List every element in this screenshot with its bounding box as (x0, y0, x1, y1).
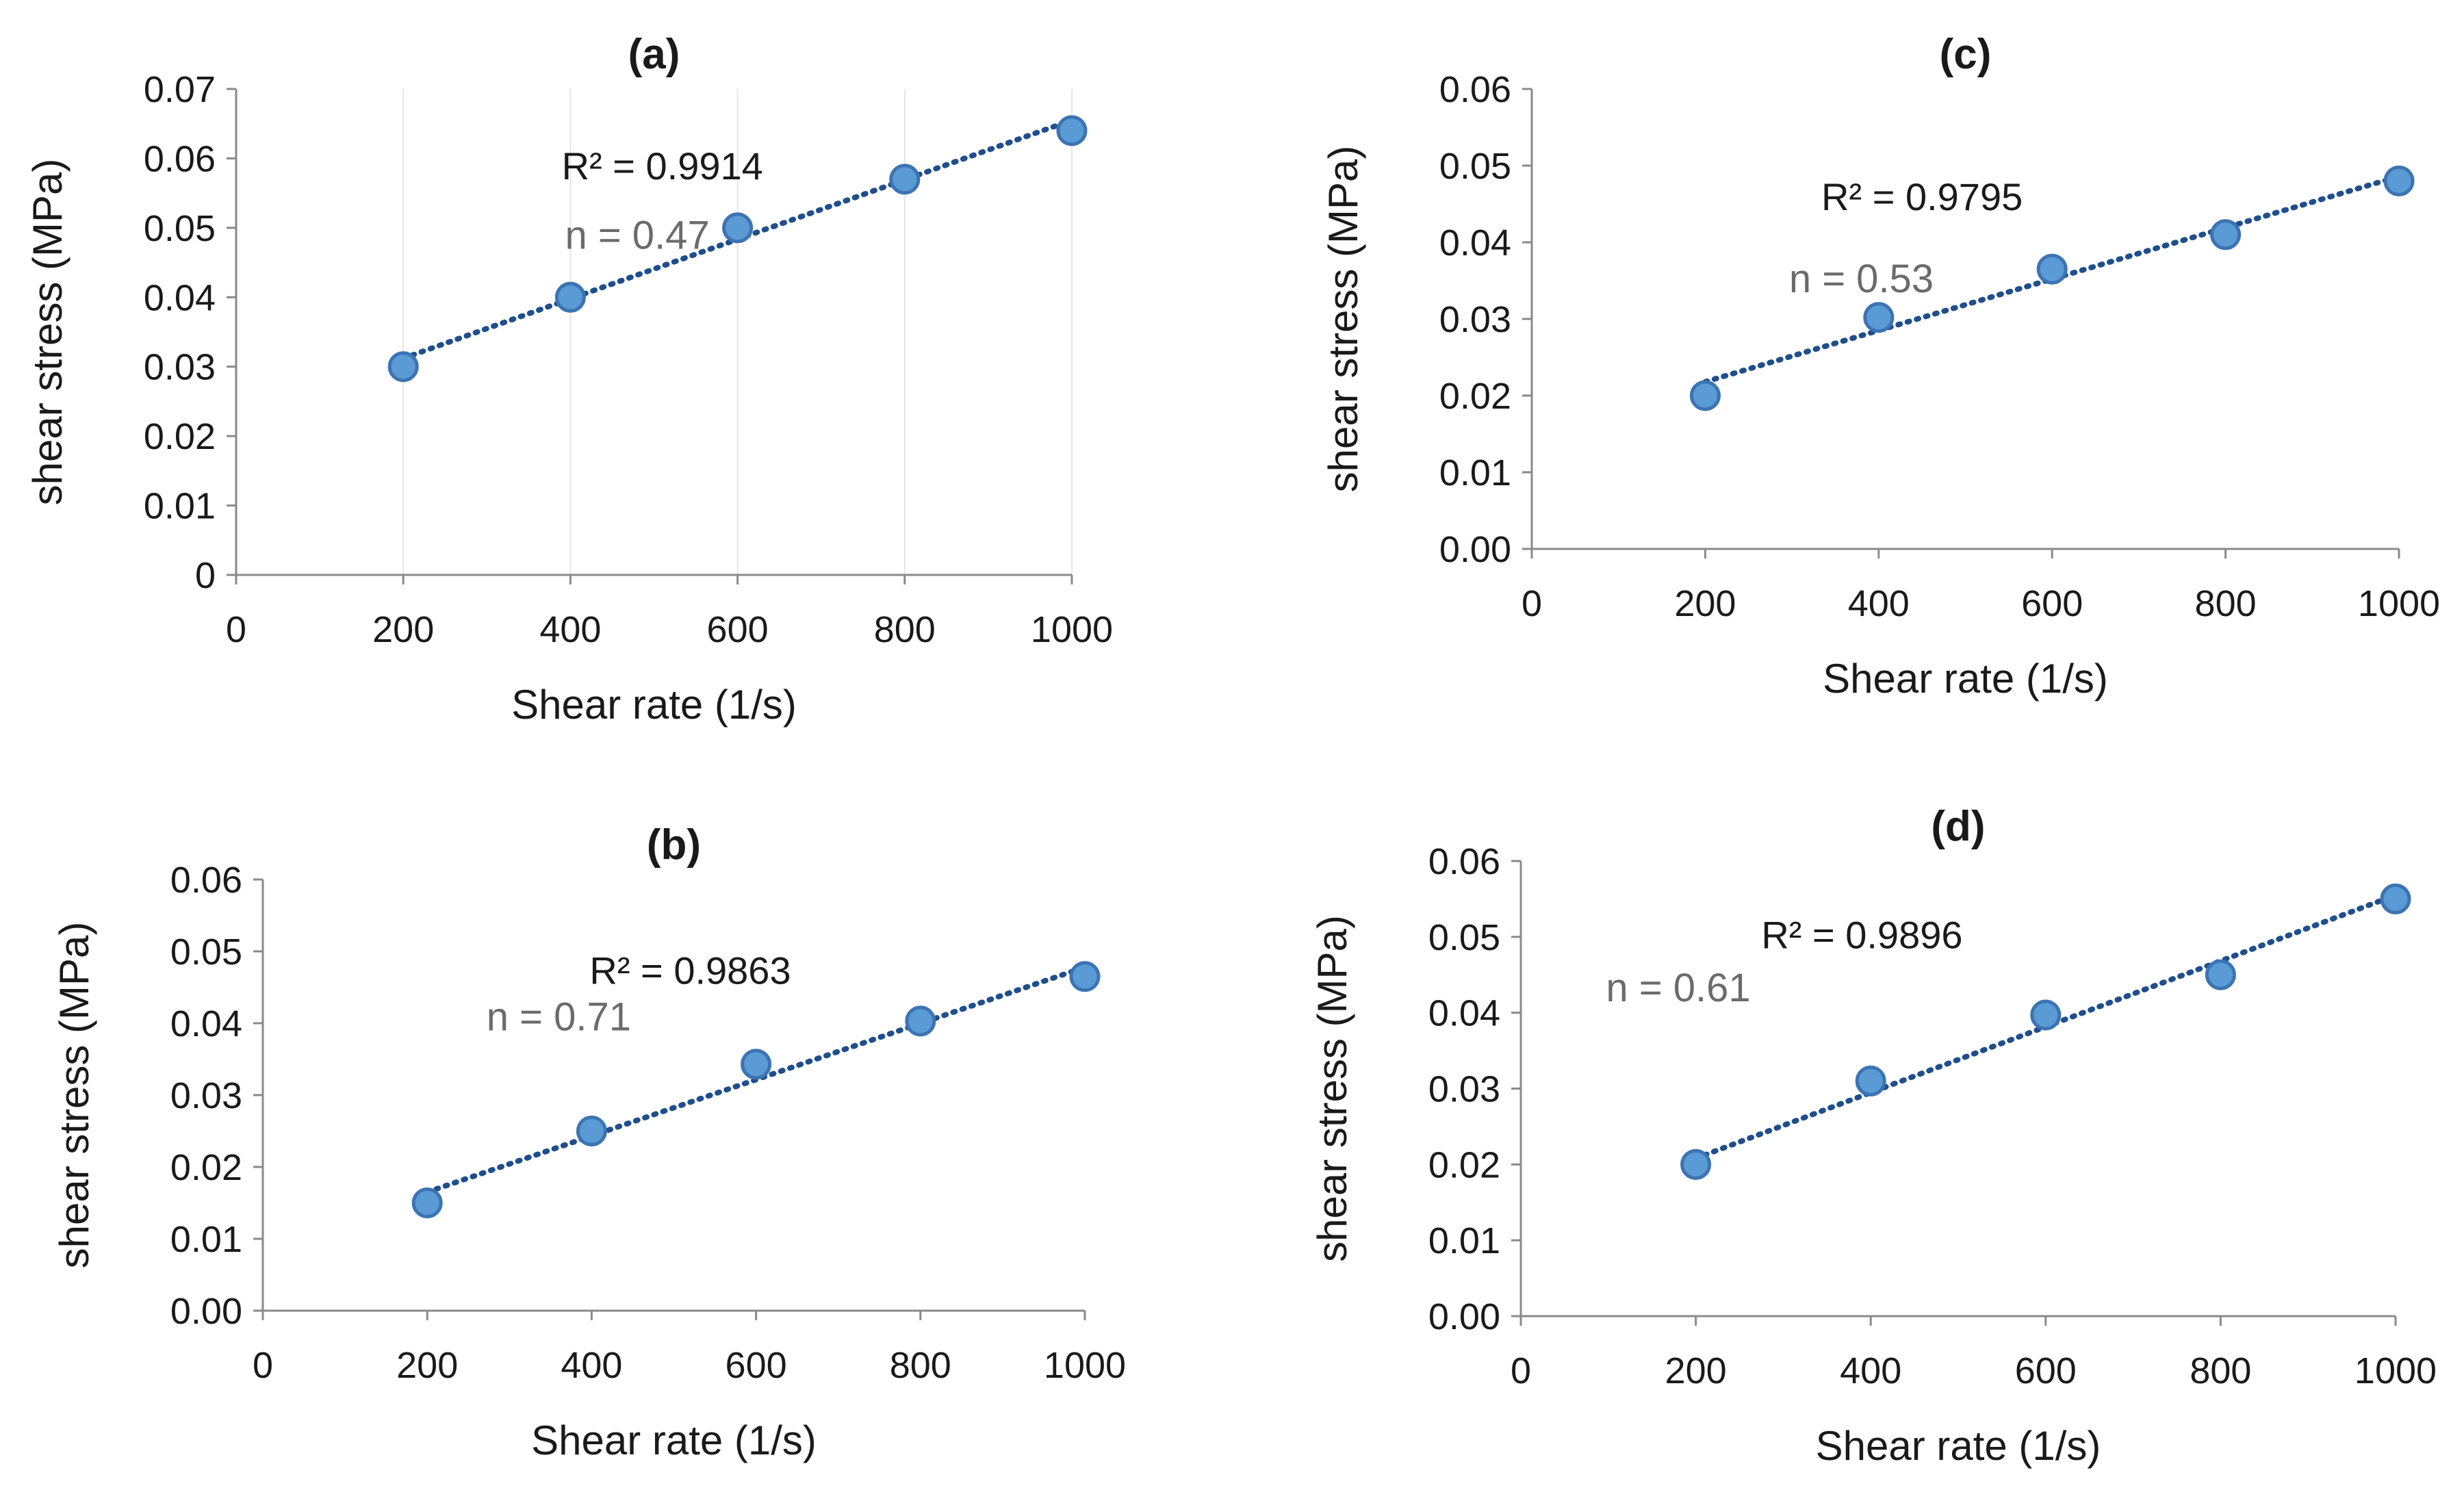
chart-c-x-tick-label: 200 (1674, 583, 1736, 624)
chart-c-y-tick-label: 0.06 (1439, 69, 1511, 110)
chart-c-r2-annotation: R² = 0.9795 (1821, 175, 2023, 218)
chart-a-data-point (722, 212, 754, 244)
chart-b-y-tick-label: 0.03 (170, 1075, 242, 1116)
chart-a-y-tick-label: 0.03 (144, 347, 216, 388)
chart-d-y-tick-label: 0.05 (1428, 917, 1500, 958)
chart-a-y-axis-label: shear stress (MPa) (25, 159, 70, 506)
chart-a-x-tick-label: 600 (707, 609, 769, 650)
chart-a-y-tick-label: 0.04 (144, 277, 216, 318)
chart-d-data-point (1855, 1065, 1886, 1096)
chart-d-y-tick-label: 0.01 (1428, 1220, 1500, 1261)
chart-c-y-tick-label: 0.02 (1439, 376, 1511, 417)
chart-c-y-tick-label: 0.00 (1439, 529, 1511, 570)
chart-c-data-point (2383, 165, 2415, 196)
chart-d-n-annotation: n = 0.61 (1606, 966, 1750, 1010)
chart-d-data-point (2380, 883, 2411, 914)
chart-a-x-tick-label: 400 (539, 609, 601, 650)
chart-d-data-point (2030, 999, 2062, 1031)
chart-a-n-annotation: n = 0.47 (565, 213, 709, 257)
chart-b-x-tick-label: 200 (396, 1345, 458, 1386)
chart-b-y-tick-label: 0.04 (170, 1003, 242, 1044)
chart-a-data-point (554, 281, 586, 313)
chart-c-y-tick-label: 0.03 (1439, 299, 1511, 340)
chart-b-data-point (905, 1005, 936, 1037)
chart-a-y-tick-label: 0.07 (144, 69, 216, 110)
chart-c-y-tick-label: 0.01 (1439, 452, 1511, 493)
chart-c-x-tick-label: 400 (1848, 583, 1910, 624)
chart-c-x-tick-label: 800 (2195, 583, 2257, 624)
chart-d-x-axis-label: Shear rate (1/s) (1816, 1423, 2101, 1469)
chart-d-y-tick-label: 0.04 (1428, 993, 1500, 1034)
chart-a-title: (a) (628, 31, 680, 78)
chart-d-x-tick-label: 0 (1511, 1350, 1531, 1391)
chart-b-x-tick-label: 800 (890, 1345, 951, 1386)
chart-b-y-tick-label: 0.01 (170, 1219, 242, 1260)
chart-b-y-axis-label: shear stress (MPa) (51, 922, 97, 1269)
chart-d-x-tick-label: 800 (2190, 1350, 2251, 1391)
chart-a-y-tick-label: 0 (195, 555, 216, 596)
chart-d-y-axis-label: shear stress (MPa) (1309, 915, 1355, 1262)
chart-a-y-tick-label: 0.01 (144, 486, 216, 527)
chart-d-y-tick-label: 0.00 (1428, 1296, 1500, 1337)
chart-a-x-axis-label: Shear rate (1/s) (511, 682, 797, 728)
chart-c-x-tick-label: 0 (1522, 583, 1542, 624)
chart-d-title: (d) (1931, 803, 1985, 850)
chart-a-x-tick-label: 200 (372, 609, 434, 650)
chart-b-y-tick-label: 0.00 (170, 1291, 242, 1332)
chart-a-y-tick-label: 0.02 (144, 416, 216, 457)
chart-b-n-annotation: n = 0.71 (487, 995, 631, 1040)
chart-c-data-point (1863, 302, 1895, 333)
chart-d-data-point (1680, 1148, 1712, 1180)
chart-c-y-axis-label: shear stress (MPa) (1320, 146, 1366, 493)
chart-d-y-tick-label: 0.06 (1428, 841, 1500, 882)
chart-a-y-tick-label: 0.06 (144, 138, 216, 179)
chart-c-title: (c) (1940, 31, 1992, 78)
chart-d-x-tick-label: 400 (1840, 1350, 1901, 1391)
chart-a-y-tick-label: 0.05 (144, 208, 216, 249)
chart-a-data-point (387, 351, 419, 383)
chart-c-y-tick-label: 0.05 (1439, 146, 1511, 187)
chart-c-data-point (2210, 219, 2242, 250)
chart-a-x-tick-label: 800 (874, 609, 936, 650)
chart-b-data-point (741, 1049, 772, 1080)
chart-b-title: (b) (647, 821, 701, 869)
chart-b-trendline (424, 964, 1088, 1195)
chart-b-y-tick-label: 0.02 (170, 1147, 242, 1188)
chart-a-x-tick-label: 1000 (1031, 609, 1113, 650)
chart-b-x-tick-label: 0 (253, 1345, 273, 1386)
chart-c-x-tick-label: 1000 (2358, 583, 2440, 624)
chart-b-x-axis-label: Shear rate (1/s) (531, 1417, 817, 1463)
chart-a-r2-annotation: R² = 0.9914 (562, 144, 763, 188)
chart-c-x-axis-label: Shear rate (1/s) (1823, 656, 2108, 702)
chart-a-data-point (1056, 115, 1088, 146)
chart-c-x-tick-label: 600 (2021, 583, 2083, 624)
chart-b-x-tick-label: 1000 (1044, 1345, 1126, 1386)
chart-b-r2-annotation: R² = 0.9863 (589, 949, 791, 992)
chart-d-data-point (2205, 959, 2236, 990)
chart-b-x-tick-label: 600 (726, 1345, 787, 1386)
chart-d-r2-annotation: R² = 0.9896 (1761, 913, 1962, 956)
chart-b-y-tick-label: 0.05 (170, 932, 242, 973)
chart-c-y-tick-label: 0.04 (1439, 222, 1511, 264)
chart-b-data-point (576, 1116, 607, 1146)
chart-d-y-tick-label: 0.02 (1428, 1144, 1500, 1185)
chart-a-x-tick-label: 0 (226, 609, 246, 650)
chart-d-y-tick-label: 0.03 (1428, 1069, 1500, 1110)
chart-d-x-tick-label: 600 (2015, 1350, 2077, 1391)
chart-c-data-point (2036, 253, 2068, 285)
chart-b-data-point (1069, 961, 1101, 992)
chart-d-x-tick-label: 200 (1665, 1350, 1727, 1391)
chart-b-y-tick-label: 0.06 (170, 860, 242, 901)
chart-c-data-point (1689, 380, 1721, 411)
chart-b-data-point (411, 1187, 443, 1218)
chart-a-data-point (889, 164, 921, 195)
chart-c-n-annotation: n = 0.53 (1789, 257, 1934, 301)
chart-b-x-tick-label: 400 (561, 1345, 622, 1386)
chart-d-x-tick-label: 1000 (2354, 1350, 2437, 1391)
